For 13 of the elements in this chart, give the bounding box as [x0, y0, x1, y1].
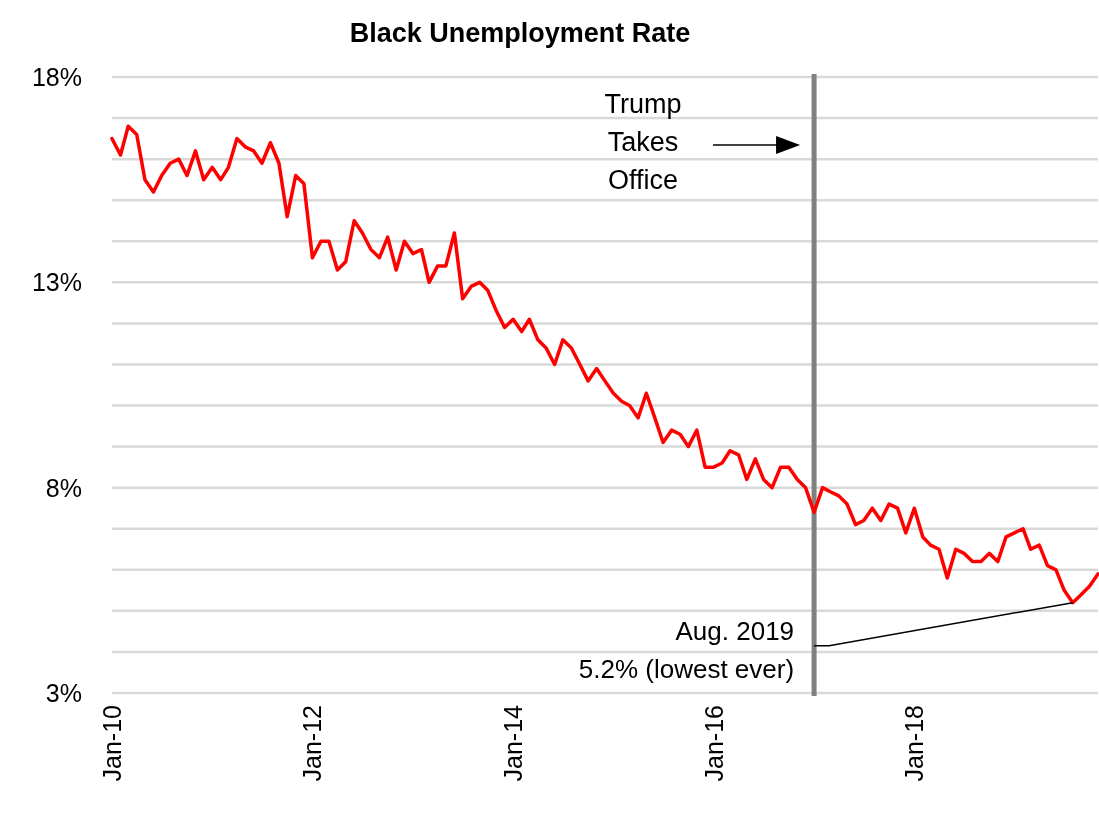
annotation: Aug. 2019 5.2% (lowest ever): [578, 616, 795, 684]
x-tick-label: Jan-12: [298, 705, 327, 782]
x-tick-label: Jan-18: [900, 705, 929, 782]
x-tick-label: Jan-16: [699, 705, 728, 782]
x-tick-label: Jan-10: [98, 705, 126, 782]
x-tick-label: Jan-14: [499, 704, 528, 782]
y-tick-label: 13%: [31, 268, 82, 297]
line-series: [110, 124, 1099, 605]
y-tick-label: 18%: [31, 63, 82, 91]
chart-title: Black Unemployment Rate: [349, 18, 691, 48]
annotation: Trump Takes Office: [604, 89, 682, 195]
y-tick-label: 8%: [45, 473, 82, 502]
y-tick-label: 3%: [45, 679, 82, 707]
